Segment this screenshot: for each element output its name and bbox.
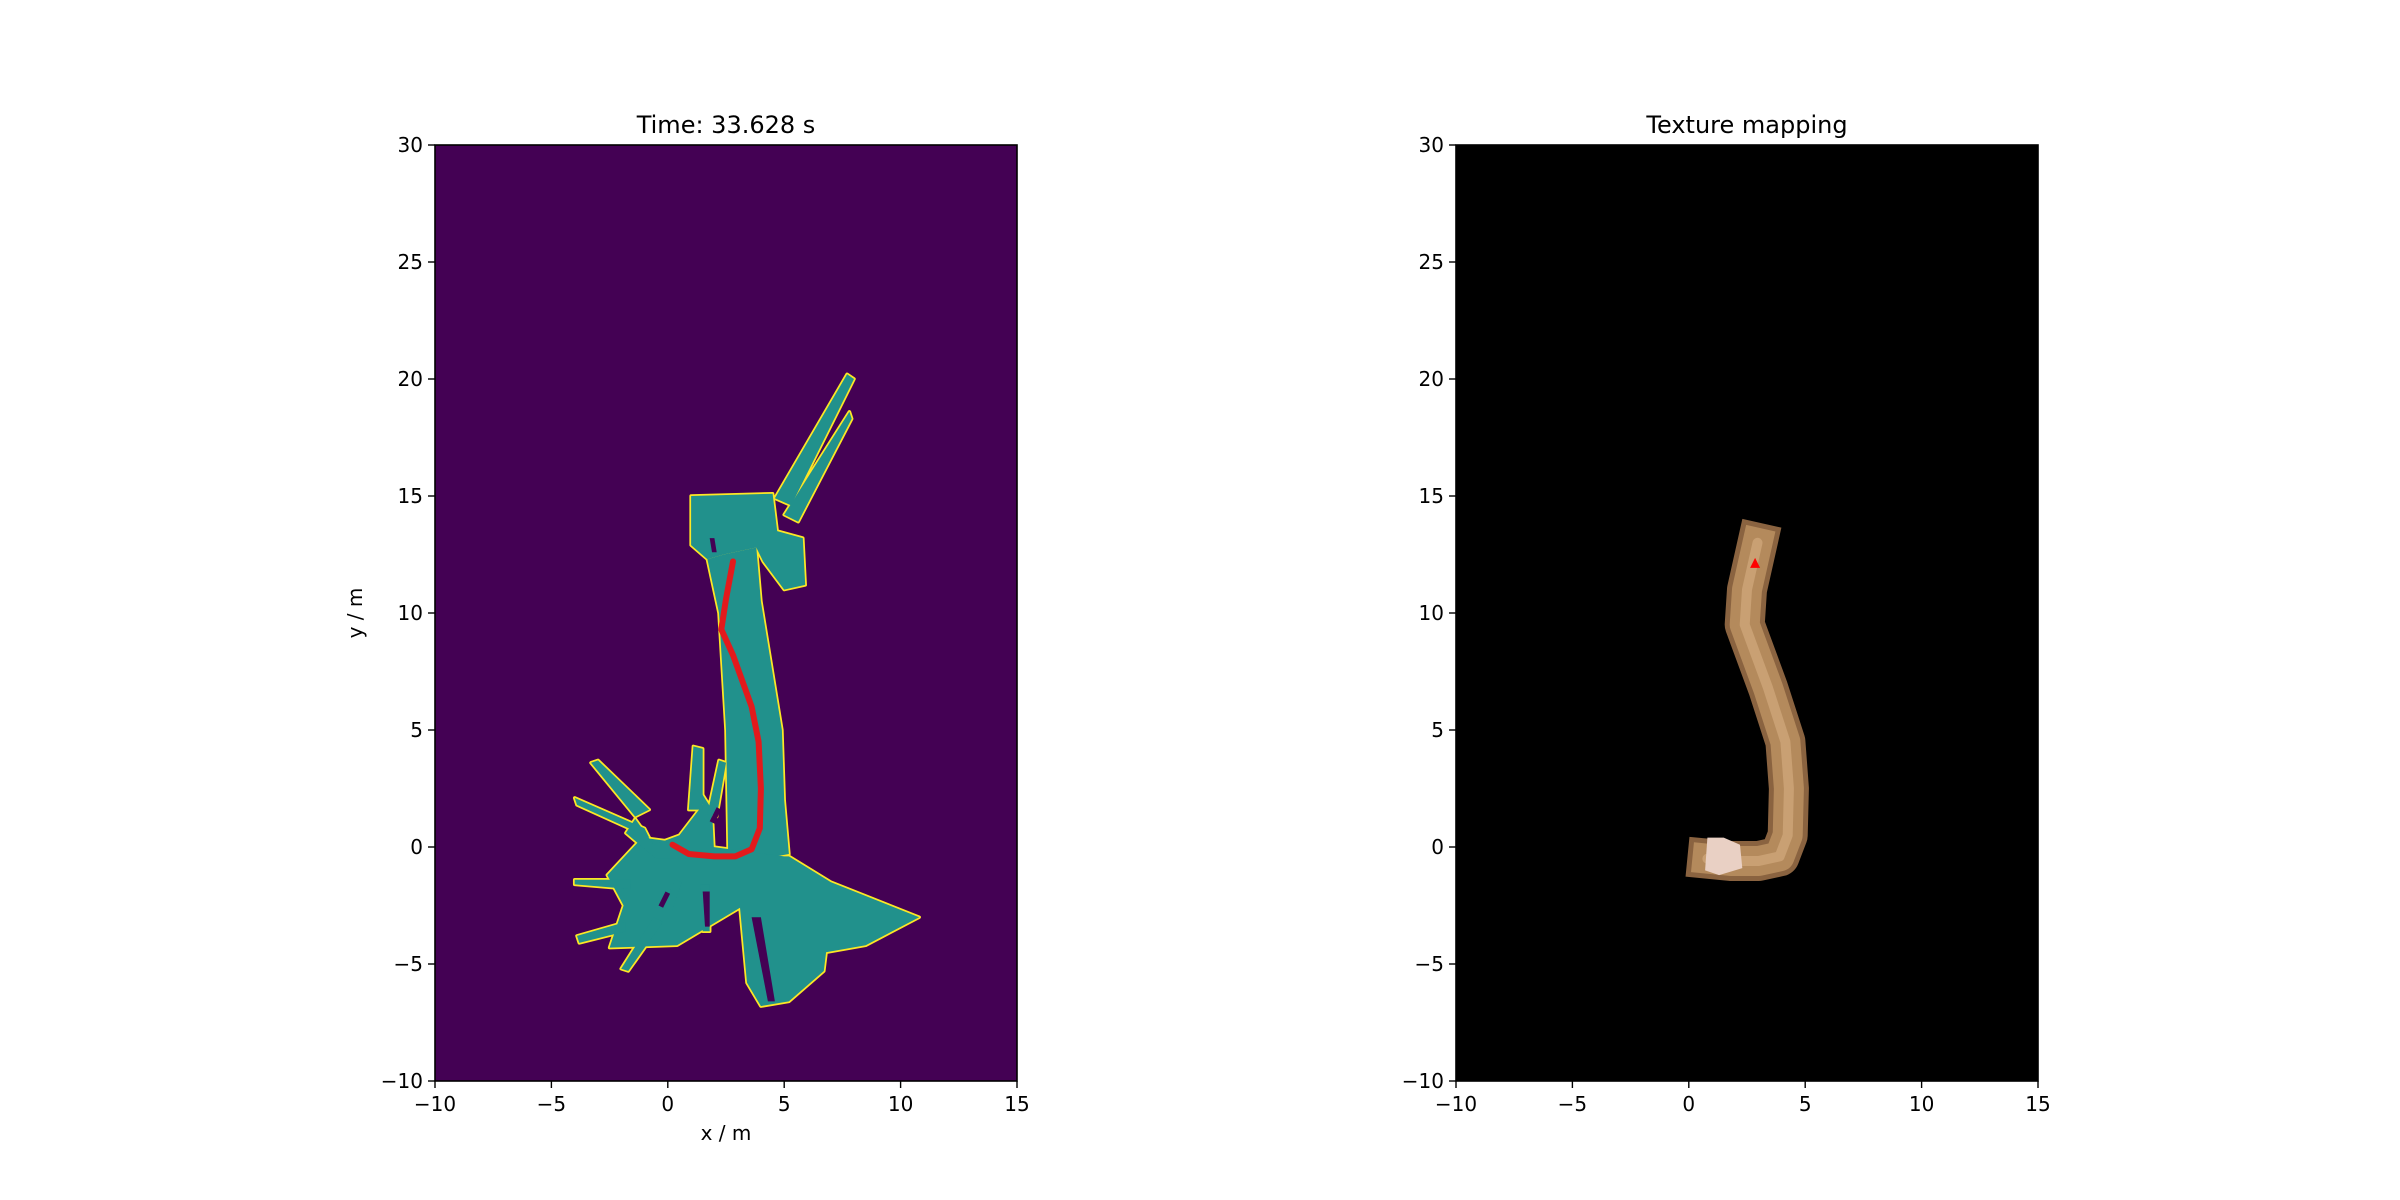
free-space-fill <box>574 797 650 838</box>
right-y-tick-label: −5 <box>1415 952 1444 976</box>
left-y-tick-label: −10 <box>381 1069 423 1093</box>
right-y-tick-label: 0 <box>1431 835 1444 859</box>
right-x-axis-ticks: −10 −5 0 5 10 15 <box>1435 1081 2051 1116</box>
left-y-tick-label: 5 <box>410 718 423 742</box>
robot-position-marker <box>1750 557 1761 568</box>
right-x-tick-label: −10 <box>1435 1092 1477 1116</box>
left-y-tick-label: 30 <box>398 133 423 157</box>
unknown-streak <box>709 807 722 824</box>
left-x-axis-ticks: −10 −5 0 5 10 15 <box>414 1081 1030 1116</box>
unknown-streak <box>702 891 710 927</box>
right-y-tick-label: 10 <box>1419 601 1444 625</box>
right-chart-title: Texture mapping <box>1645 111 1847 139</box>
free-space-fill <box>607 837 920 1007</box>
left-chart-title: Time: 33.628 s <box>636 111 816 139</box>
unknown-streak <box>709 538 717 553</box>
free-space-fill <box>577 921 626 943</box>
texture-mapping-panel: Texture mapping −10 −5 0 5 10 15 −10 −5 0 5 10 15 2… <box>1402 111 2051 1116</box>
right-y-axis-ticks: −10 −5 0 5 10 15 20 25 30 <box>1402 133 1456 1093</box>
left-x-tick-label: −5 <box>537 1092 566 1116</box>
left-x-tick-label: 15 <box>1004 1092 1029 1116</box>
free-space-fill <box>707 760 726 817</box>
left-y-tick-label: −5 <box>394 952 423 976</box>
right-y-tick-label: 15 <box>1419 484 1444 508</box>
left-x-tick-label: 10 <box>888 1092 913 1116</box>
occupancy-grid <box>572 372 921 1008</box>
free-space-fill <box>784 411 852 522</box>
free-space-fill <box>663 879 682 911</box>
free-space-fill <box>574 879 631 890</box>
unknown-streak <box>751 917 775 1002</box>
left-x-tick-label: −10 <box>414 1092 456 1116</box>
free-space-fill <box>691 493 806 590</box>
right-x-tick-label: 15 <box>2025 1092 2050 1116</box>
texture-light-patch <box>1705 837 1743 876</box>
left-y-axis-label: y / m <box>343 588 367 639</box>
unknown-streak <box>658 891 671 908</box>
free-space-fill <box>621 917 664 971</box>
occupancy-map-panel: Time: 33.628 s −10 −5 0 5 10 15 −10 −5 0 5 10 15 20… <box>343 111 1030 1145</box>
right-x-tick-label: −5 <box>1558 1092 1587 1116</box>
right-y-tick-label: 25 <box>1419 250 1444 274</box>
free-space-fill <box>774 374 854 506</box>
left-x-tick-label: 5 <box>778 1092 791 1116</box>
texture-strip-highlight <box>1702 537 1794 866</box>
left-y-tick-label: 25 <box>398 250 423 274</box>
right-y-tick-label: 30 <box>1419 133 1444 157</box>
robot-trajectory <box>669 558 764 860</box>
left-y-tick-label: 20 <box>398 367 423 391</box>
left-y-tick-label: 10 <box>398 601 423 625</box>
right-y-tick-label: 5 <box>1431 718 1444 742</box>
right-x-tick-label: 5 <box>1799 1092 1812 1116</box>
free-space-fill <box>625 783 715 859</box>
left-y-axis-ticks: −10 −5 0 5 10 15 20 25 30 <box>381 133 435 1093</box>
free-space-fill <box>591 760 650 817</box>
texture-map <box>1685 518 1809 881</box>
free-space-fill <box>688 746 703 810</box>
left-y-tick-label: 0 <box>410 835 423 859</box>
left-y-tick-label: 15 <box>398 484 423 508</box>
left-x-tick-label: 0 <box>661 1092 674 1116</box>
right-x-tick-label: 10 <box>1909 1092 1934 1116</box>
left-x-axis-label: x / m <box>701 1121 752 1145</box>
right-x-tick-label: 0 <box>1682 1092 1695 1116</box>
right-y-tick-label: 20 <box>1419 367 1444 391</box>
right-y-tick-label: −10 <box>1402 1069 1444 1093</box>
